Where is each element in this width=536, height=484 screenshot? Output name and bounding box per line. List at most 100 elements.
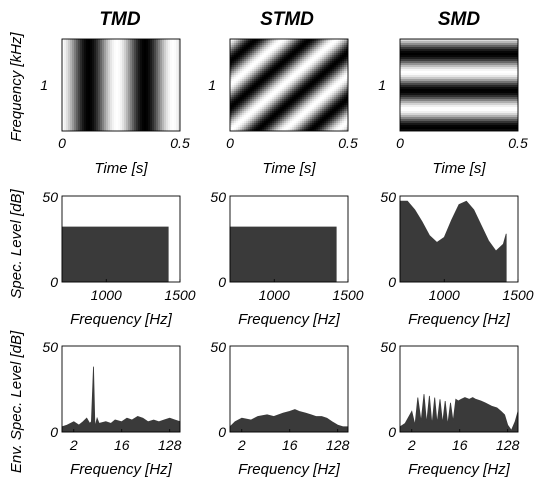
heatmap-cell xyxy=(230,87,233,90)
heatmap-cell xyxy=(326,101,329,104)
heatmap-strip xyxy=(152,39,155,131)
heatmap-cell xyxy=(346,75,348,78)
heatmap-strip xyxy=(400,59,518,62)
heatmap-cell xyxy=(236,121,239,124)
heatmap-cell xyxy=(316,85,319,88)
heatmap-cell xyxy=(332,67,335,70)
heatmap-strip xyxy=(400,57,518,60)
heatmap-cell xyxy=(314,53,317,56)
heatmap-cell xyxy=(260,77,263,80)
heatmap-cell xyxy=(242,89,245,92)
heatmap-cell xyxy=(248,41,251,44)
heatmap-cell xyxy=(236,129,239,131)
heatmap-cell xyxy=(324,93,327,96)
heatmap-cell xyxy=(308,73,311,76)
heatmap-cell xyxy=(278,61,281,64)
heatmap-cell xyxy=(270,127,273,130)
heatmap-cell xyxy=(238,61,241,64)
heatmap-strip xyxy=(400,53,518,56)
heatmap-cell xyxy=(298,39,301,42)
heatmap-cell xyxy=(260,81,263,84)
heatmap-cell xyxy=(334,51,337,54)
heatmap-cell xyxy=(324,109,327,112)
heatmap-cell xyxy=(332,81,335,84)
heatmap-cell xyxy=(300,65,303,68)
heatmap-cell xyxy=(252,121,255,124)
heatmap-cell xyxy=(242,39,245,42)
heatmap-cell xyxy=(344,79,347,82)
heatmap-cell xyxy=(316,63,319,66)
heatmap-cell xyxy=(294,41,297,44)
heatmap-cell xyxy=(328,93,331,96)
heatmap-cell xyxy=(270,59,273,62)
heatmap-strip xyxy=(110,39,113,131)
heatmap-cell xyxy=(260,101,263,104)
heatmap-cell xyxy=(270,93,273,96)
heatmap-cell xyxy=(288,85,291,88)
heatmap-cell xyxy=(314,111,317,114)
heatmap-cell xyxy=(334,99,337,102)
heatmap-cell xyxy=(272,49,275,52)
heatmap-cell xyxy=(238,67,241,70)
heatmap-cell xyxy=(256,125,259,128)
heatmap-cell xyxy=(336,39,339,42)
heatmap-cell xyxy=(240,113,243,116)
heatmap-cell xyxy=(290,59,293,62)
heatmap-cell xyxy=(238,63,241,66)
heatmap-cell xyxy=(254,127,257,130)
heatmap-cell xyxy=(244,99,247,102)
heatmap-cell xyxy=(330,55,333,58)
heatmap-cell xyxy=(336,75,339,78)
heatmap-cell xyxy=(266,57,269,60)
heatmap-cell xyxy=(290,99,293,102)
heatmap-cell xyxy=(238,93,241,96)
heatmap-cell xyxy=(246,39,249,42)
heatmap-cell xyxy=(294,101,297,104)
heatmap-cell xyxy=(326,77,329,80)
heatmap-cell xyxy=(230,109,233,112)
heatmap-cell xyxy=(286,81,289,84)
heatmap-cell xyxy=(340,53,343,56)
spectrum-area-tmd xyxy=(61,366,181,433)
heatmap-cell xyxy=(248,121,251,124)
heatmap-cell xyxy=(268,73,271,76)
heatmap-cell xyxy=(302,49,305,52)
heatmap-cell xyxy=(278,75,281,78)
heatmap-cell xyxy=(322,101,325,104)
heatmap-cell xyxy=(318,121,321,124)
heatmap-cell xyxy=(324,97,327,100)
xtick-label: 0 xyxy=(226,135,234,151)
heatmap-cell xyxy=(304,123,307,126)
heatmap-cell xyxy=(338,107,341,110)
heatmap-cell xyxy=(332,73,335,76)
heatmap-cell xyxy=(236,47,239,50)
heatmap-cell xyxy=(238,81,241,84)
heatmap-cell xyxy=(236,53,239,56)
heatmap-cell xyxy=(238,103,241,106)
heatmap-cell xyxy=(334,87,337,90)
xlabel-smd: Frequency [Hz] xyxy=(408,311,511,328)
heatmap-cell xyxy=(256,99,259,102)
heatmap-cell xyxy=(306,101,309,104)
heatmap-cell xyxy=(256,101,259,104)
heatmap-cell xyxy=(282,117,285,120)
heatmap-cell xyxy=(332,113,335,116)
heatmap-cell xyxy=(336,61,339,64)
heatmap-strip xyxy=(400,97,518,100)
heatmap-cell xyxy=(302,67,305,70)
heatmap-cell xyxy=(324,57,327,60)
heatmap-cell xyxy=(286,105,289,108)
heatmap-cell xyxy=(284,105,287,108)
heatmap-cell xyxy=(344,39,347,42)
heatmap-cell xyxy=(276,107,279,110)
heatmap-cell xyxy=(314,63,317,66)
heatmap-cell xyxy=(304,125,307,128)
heatmap-cell xyxy=(262,47,265,50)
heatmap-cell xyxy=(296,107,299,110)
heatmap-cell xyxy=(238,47,241,50)
heatmap-cell xyxy=(262,87,265,90)
heatmap-cell xyxy=(242,101,245,104)
heatmap-strip xyxy=(96,39,99,131)
heatmap-cell xyxy=(284,57,287,60)
heatmap-cell xyxy=(260,63,263,66)
